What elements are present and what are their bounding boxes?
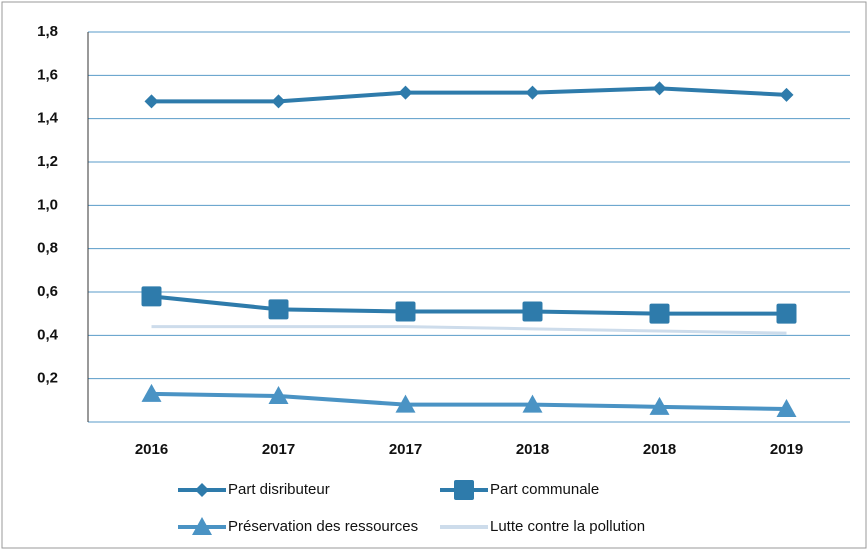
marker — [649, 303, 670, 324]
y-tick-label: 1,2 — [37, 153, 58, 170]
marker — [776, 399, 797, 417]
marker — [195, 483, 209, 497]
marker — [776, 303, 797, 324]
x-tick-label: 2018 — [516, 441, 549, 458]
marker — [192, 517, 212, 535]
y-tick-label: 1,0 — [37, 196, 58, 213]
marker — [454, 480, 474, 500]
legend-label: Préservation des ressources — [228, 518, 418, 535]
x-tick-label: 2018 — [643, 441, 676, 458]
legend-label: Lutte contre la pollution — [490, 518, 645, 535]
y-tick-label: 0,4 — [37, 326, 59, 343]
marker — [141, 286, 162, 307]
y-tick-label: 1,8 — [37, 23, 58, 40]
marker — [268, 299, 289, 320]
marker — [522, 301, 543, 322]
y-tick-label: 1,6 — [37, 66, 58, 83]
marker — [649, 396, 670, 415]
series-line — [151, 391, 787, 411]
x-tick-label: 2016 — [135, 441, 168, 458]
y-tick-label: 0,6 — [37, 283, 58, 300]
y-tick-label: 0,2 — [37, 370, 58, 387]
marker — [144, 94, 159, 109]
y-tick-label: 1,4 — [37, 110, 59, 127]
marker — [271, 94, 286, 109]
marker — [398, 85, 413, 100]
marker — [522, 394, 543, 413]
series-line — [151, 325, 787, 335]
series-line — [151, 86, 787, 104]
marker — [141, 383, 162, 402]
marker — [525, 85, 540, 100]
x-tick-label: 2017 — [262, 441, 295, 458]
marker — [395, 394, 416, 413]
marker — [395, 301, 416, 322]
marker — [268, 386, 289, 404]
y-tick-label: 0,8 — [37, 240, 58, 257]
x-tick-label: 2017 — [389, 441, 422, 458]
series-line — [151, 294, 787, 316]
marker — [652, 81, 667, 96]
marker — [779, 87, 794, 102]
legend-label: Part communale — [490, 481, 599, 498]
x-tick-label: 2019 — [770, 441, 803, 458]
legend-label: Part disributeur — [228, 481, 330, 498]
